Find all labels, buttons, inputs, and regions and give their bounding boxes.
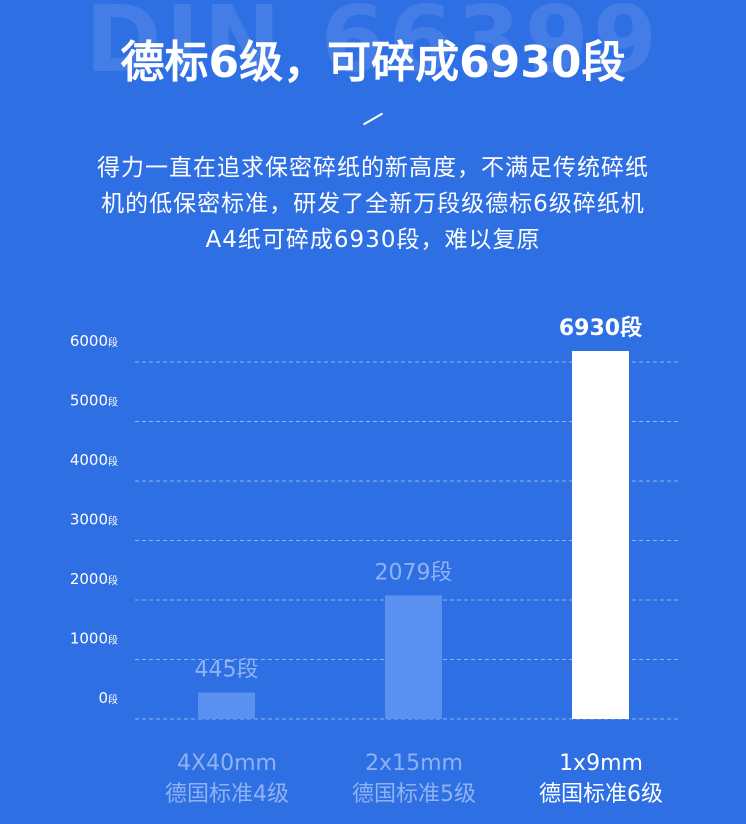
y-tick-label: 6000段 <box>70 332 118 350</box>
data-label: 445段 <box>195 658 259 683</box>
bar <box>198 692 255 719</box>
category-standard: 德国标准4级 <box>165 782 289 807</box>
data-label: 6930段 <box>559 315 642 341</box>
description: 得力一直在追求保密碎纸的新高度，不满足传统碎纸 机的低保密标准，研发了全新万段级… <box>30 150 716 258</box>
watermark: DIN 66399 <box>85 0 661 93</box>
y-tick-label: 1000段 <box>70 630 118 648</box>
category-label-3: 1x9mm 德国标准6级 <box>501 748 701 810</box>
category-label-1: 4X40mm 德国标准4级 <box>127 748 327 810</box>
y-tick-label: 4000段 <box>70 451 118 469</box>
description-line: 得力一直在追求保密碎纸的新高度，不满足传统碎纸 <box>97 155 649 181</box>
description-line: A4纸可碎成6930段，难以复原 <box>205 227 541 253</box>
y-tick-label: 2000段 <box>70 570 118 588</box>
category-standard: 德国标准6级 <box>539 782 663 807</box>
bar <box>385 595 442 719</box>
bar <box>572 351 629 719</box>
category-size: 1x9mm <box>559 751 643 776</box>
data-label: 2079段 <box>375 560 453 585</box>
category-size: 4X40mm <box>177 751 277 776</box>
description-line: 机的低保密标准，研发了全新万段级德标6级碎纸机 <box>101 191 645 217</box>
category-label-2: 2x15mm 德国标准5级 <box>314 748 514 810</box>
page-title: 德标6级，可碎成6930段 <box>120 37 626 88</box>
y-tick-label: 3000段 <box>70 511 118 529</box>
category-standard: 德国标准5级 <box>352 782 476 807</box>
category-size: 2x15mm <box>365 751 463 776</box>
y-tick-label: 5000段 <box>70 392 118 410</box>
y-tick-label: 0段 <box>98 689 118 707</box>
